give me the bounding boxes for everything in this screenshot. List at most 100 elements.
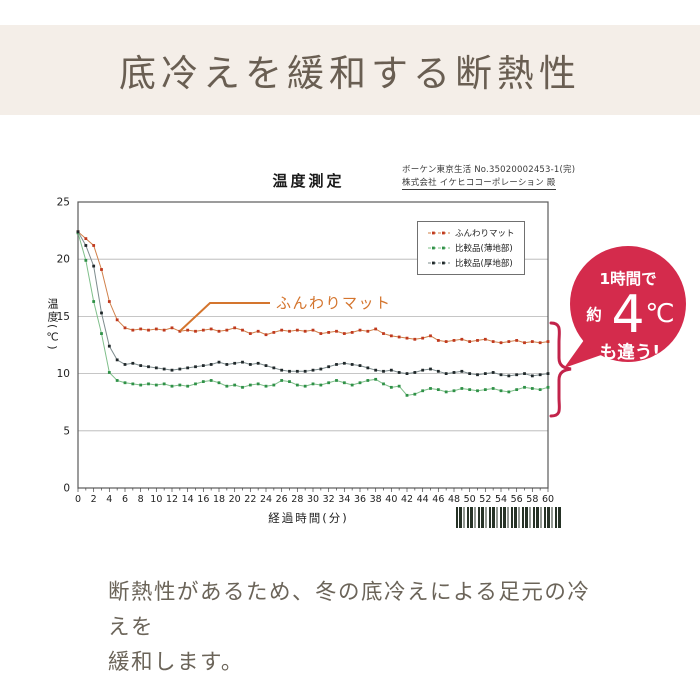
series-marker (342, 381, 346, 385)
legend-swatch-icon (428, 261, 450, 265)
x-tick-label: 48 (448, 494, 460, 505)
series-marker (436, 388, 440, 392)
x-tick-label: 58 (526, 494, 538, 505)
y-tick-label: 15 (57, 311, 70, 323)
series-marker (178, 367, 182, 371)
series-marker (491, 340, 495, 343)
series-marker (178, 383, 182, 387)
series-marker (546, 372, 550, 375)
series-marker (201, 380, 205, 384)
series-marker (264, 364, 268, 367)
series-marker (154, 366, 158, 370)
series-marker (452, 339, 456, 342)
series-marker (483, 337, 487, 341)
series-marker (233, 326, 237, 330)
series-marker (382, 332, 385, 335)
series-marker (319, 332, 323, 335)
annotation-label: ふんわりマット (276, 294, 392, 312)
series-marker (397, 371, 401, 374)
series-marker (342, 361, 346, 365)
x-tick-label: 38 (370, 494, 382, 505)
series-marker (295, 328, 299, 332)
company-line: 株式会社 イケヒココーポレーション 殿 (402, 178, 556, 191)
series-marker (280, 368, 284, 372)
caption-line2: 緩和します。 (108, 649, 244, 675)
series-marker (374, 377, 378, 381)
series-marker (280, 379, 284, 382)
y-tick-label: 5 (63, 425, 70, 437)
series-marker (538, 341, 542, 345)
series-marker (507, 340, 511, 343)
series-marker (186, 366, 190, 370)
series-marker (100, 332, 103, 335)
series-marker (538, 388, 542, 392)
series-marker (382, 382, 385, 386)
chart-legend: ふんわりマット 比較品(薄地部) 比較品(厚地部) (417, 221, 525, 275)
caption-line1: 断熱性があるため、冬の底冷えによる足元の冷えを (108, 580, 591, 640)
series-marker (295, 383, 299, 387)
series-marker (335, 363, 338, 366)
series-marker (272, 331, 276, 334)
page-title: 底冷えを緩和する断熱性 (119, 52, 581, 95)
series-marker (209, 379, 213, 382)
series-marker (515, 373, 519, 377)
series-marker (170, 384, 174, 388)
series-marker (366, 329, 370, 333)
series-marker (233, 383, 237, 387)
series-marker (523, 341, 526, 345)
series-marker (382, 369, 385, 373)
badge-line3: も違う! (600, 342, 660, 363)
series-marker (147, 328, 150, 332)
series-marker (491, 371, 495, 374)
series-marker (115, 379, 119, 382)
series-marker (429, 387, 432, 390)
series-marker (476, 389, 479, 393)
series-marker (468, 388, 472, 392)
series-marker (280, 328, 284, 332)
series-marker (256, 329, 260, 333)
series-marker (460, 387, 464, 390)
series-marker (272, 383, 276, 387)
series-marker (436, 369, 440, 373)
series-marker (389, 385, 393, 389)
series-marker (444, 390, 448, 394)
y-tick-label: 0 (63, 483, 70, 495)
series-marker (201, 328, 205, 332)
series-marker (123, 326, 127, 330)
series-marker (319, 383, 323, 387)
series-marker (311, 368, 315, 372)
x-tick-label: 36 (354, 494, 366, 505)
series-marker (491, 387, 495, 390)
x-tick-label: 60 (542, 494, 554, 505)
legend-label: 比較品(薄地部) (455, 244, 513, 254)
x-tick-label: 28 (291, 494, 303, 505)
series-marker (523, 385, 526, 389)
series-marker (546, 340, 550, 343)
x-tick-label: 10 (150, 494, 162, 505)
series-marker (272, 366, 276, 370)
series-marker (358, 328, 362, 332)
x-tick-label: 16 (197, 494, 209, 505)
series-marker (139, 383, 143, 387)
series-marker (538, 373, 542, 377)
series-marker (256, 361, 260, 365)
x-axis-label: 経過時間(分) (268, 511, 349, 525)
series-marker (303, 329, 307, 333)
series-marker (530, 374, 534, 378)
series-marker (421, 389, 425, 393)
series-marker (468, 340, 472, 343)
series-marker (483, 372, 487, 375)
series-marker (107, 344, 111, 348)
series-marker (115, 358, 119, 362)
series-marker (444, 340, 448, 343)
series-marker (507, 390, 511, 394)
series-marker (248, 332, 252, 335)
x-tick-label: 20 (229, 494, 241, 505)
series-marker (397, 384, 401, 388)
series-marker (194, 382, 197, 386)
series-marker (303, 384, 307, 388)
badge-unit: ℃ (645, 299, 674, 329)
series-marker (225, 384, 229, 388)
curly-brace-glyph (549, 321, 572, 418)
